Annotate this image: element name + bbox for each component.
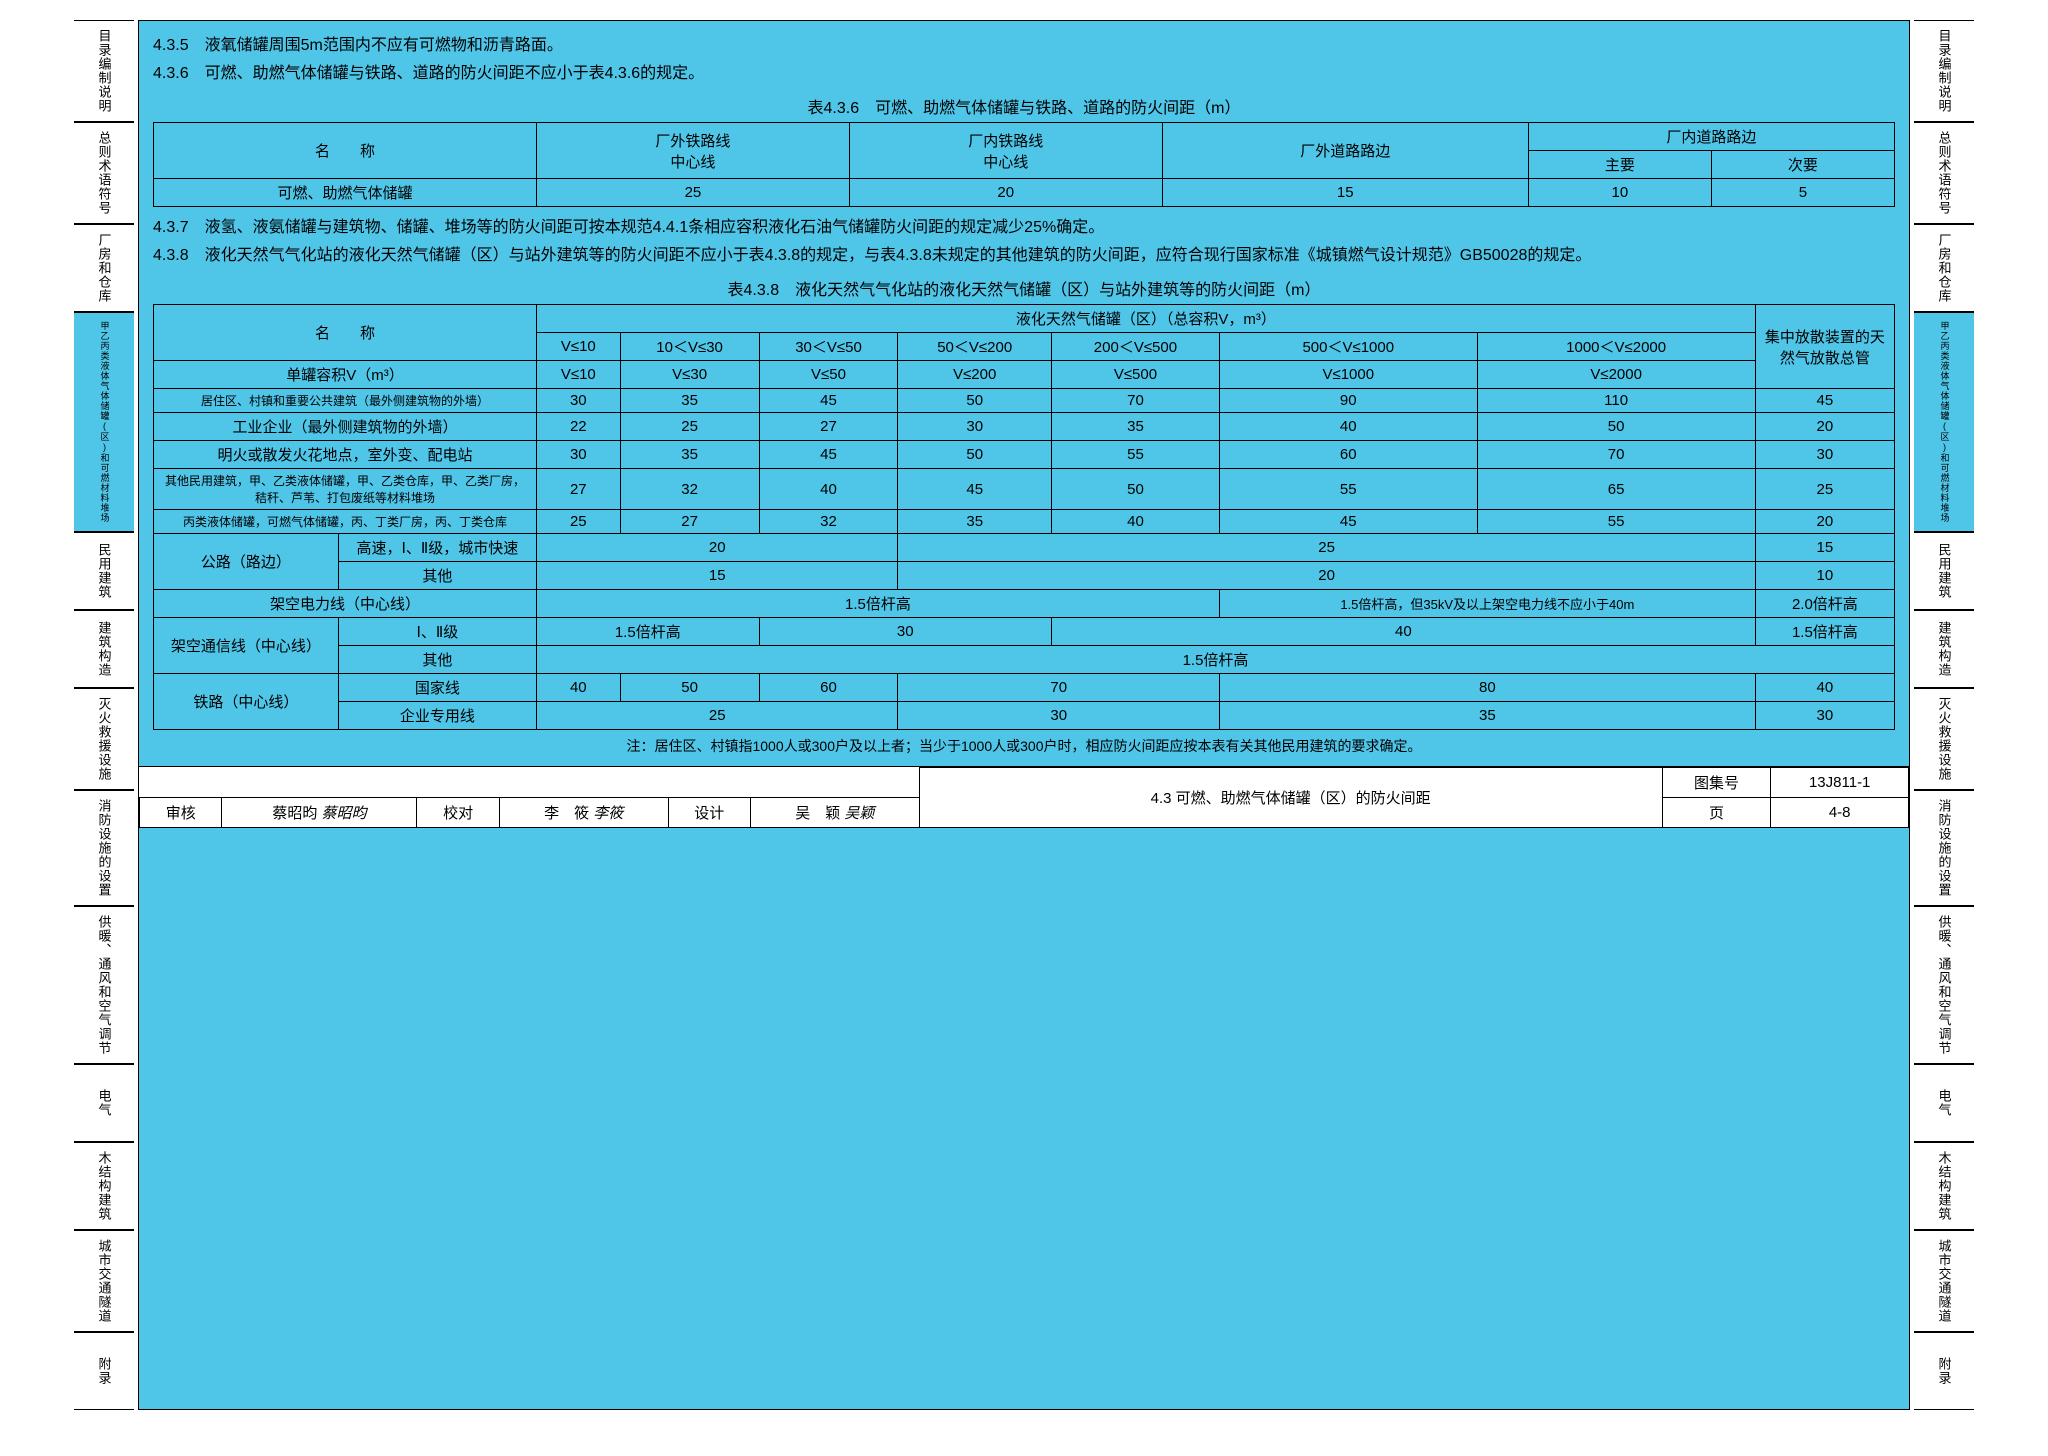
- tab-construction: 建筑构造: [74, 610, 134, 688]
- t436-h-c4b: 次要: [1711, 151, 1894, 179]
- table-row: 工业企业（最外侧建筑物的外墙） 2225273035405020: [154, 413, 1895, 441]
- tab-civil: 民用建筑: [74, 532, 134, 610]
- tab-fire-equip-r: 消防设施的设置: [1914, 790, 1974, 906]
- para-436: 4.3.6 可燃、助燃气体储罐与铁路、道路的防火间距不应小于表4.3.6的规定。: [153, 61, 1895, 87]
- table-row: 其他 15 20 10: [154, 562, 1895, 590]
- table-436: 名 称 厂外铁路线 中心线 厂内铁路线 中心线 厂外道路路边 厂内道路路边 主要…: [153, 122, 1895, 207]
- tab-factory: 厂房和仓库: [74, 224, 134, 312]
- t436-h-c1: 厂外铁路线 中心线: [537, 123, 850, 179]
- tab-electric-r: 电气: [1914, 1064, 1974, 1142]
- table-436-title: 表4.3.6 可燃、助燃气体储罐与铁路、道路的防火间距（m）: [153, 94, 1895, 118]
- tab-tunnel: 城市交通隧道: [74, 1230, 134, 1332]
- tab-factory-r: 厂房和仓库: [1914, 224, 1974, 312]
- main-content: 4.3.5 液氧储罐周围5m范围内不应有可燃物和沥青路面。 4.3.6 可燃、助…: [138, 20, 1910, 1410]
- tab-active-section: 甲乙丙类液体气体储罐(区)和可燃材料堆场: [74, 312, 134, 532]
- table-row: 公路（路边） 高速，Ⅰ、Ⅱ级，城市快速 20 25 15: [154, 534, 1895, 562]
- table-row: 明火或散发火花地点，室外变、配电站 3035455055607030: [154, 441, 1895, 469]
- t438-h-group: 液化天然气储罐（区）（总容积V，m³）: [537, 305, 1756, 333]
- atlas-label: 图集号: [1662, 768, 1771, 798]
- tab-appendix-r: 附录: [1914, 1332, 1974, 1410]
- para-438: 4.3.8 液化天然气气化站的液化天然气储罐（区）与站外建筑等的防火间距不应小于…: [153, 243, 1895, 269]
- table-row: 其他 1.5倍杆高: [154, 646, 1895, 674]
- para-437: 4.3.7 液氢、液氨储罐与建筑物、储罐、堆场等的防火间距可按本规范4.4.1条…: [153, 215, 1895, 241]
- table-438-title: 表4.3.8 液化天然气气化站的液化天然气储罐（区）与站外建筑等的防火间距（m）: [153, 276, 1895, 300]
- t436-h-c4a: 主要: [1528, 151, 1711, 179]
- tab-active-section-r: 甲乙丙类液体气体储罐(区)和可燃材料堆场: [1914, 312, 1974, 532]
- review-label: 审核: [140, 798, 222, 828]
- check-name: 李 筱 李筱: [499, 798, 668, 828]
- tab-rescue-r: 灭火救援设施: [1914, 688, 1974, 790]
- table-438: 名 称 液化天然气储罐（区）（总容积V，m³） 集中放散装置的天然气放散总管 V…: [153, 304, 1895, 730]
- table-row: 可燃、助燃气体储罐 25 20 15 10 5: [154, 179, 1895, 207]
- table-row: 架空电力线（中心线） 1.5倍杆高 1.5倍杆高，但35kV及以上架空电力线不应…: [154, 590, 1895, 618]
- page-label: 页: [1662, 798, 1771, 828]
- t438-h-name: 名 称: [154, 305, 537, 361]
- t436-h-c4: 厂内道路路边: [1528, 123, 1894, 151]
- tab-fire-equip: 消防设施的设置: [74, 790, 134, 906]
- tab-construction-r: 建筑构造: [1914, 610, 1974, 688]
- tab-electric: 电气: [74, 1064, 134, 1142]
- tab-terms: 总则术语符号: [74, 122, 134, 224]
- review-name: 蔡昭昀 蔡昭昀: [222, 798, 417, 828]
- para-435: 4.3.5 液氧储罐周围5m范围内不应有可燃物和沥青路面。: [153, 33, 1895, 59]
- tab-toc: 目录编制说明: [74, 20, 134, 122]
- left-tab-strip: 目录编制说明 总则术语符号 厂房和仓库 甲乙丙类液体气体储罐(区)和可燃材料堆场…: [74, 20, 134, 1410]
- page-value: 4-8: [1771, 798, 1909, 828]
- tab-hvac-r: 供暖、通风和空气调节: [1914, 906, 1974, 1064]
- right-tab-strip: 目录编制说明 总则术语符号 厂房和仓库 甲乙丙类液体气体储罐(区)和可燃材料堆场…: [1914, 20, 1974, 1410]
- tab-rescue: 灭火救援设施: [74, 688, 134, 790]
- table-438-note: 注：居住区、村镇指1000人或300户及以上者；当少于1000人或300户时，相…: [153, 736, 1895, 756]
- tab-hvac: 供暖、通风和空气调节: [74, 906, 134, 1064]
- design-label: 设计: [668, 798, 750, 828]
- tab-wood-r: 木结构建筑: [1914, 1142, 1974, 1230]
- table-row: 架空通信线（中心线） Ⅰ、Ⅱ级 1.5倍杆高 30 40 1.5倍杆高: [154, 618, 1895, 646]
- tab-tunnel-r: 城市交通隧道: [1914, 1230, 1974, 1332]
- check-label: 校对: [417, 798, 499, 828]
- footer-title: 4.3 可燃、助燃气体储罐（区）的防火间距: [919, 768, 1662, 828]
- tab-civil-r: 民用建筑: [1914, 532, 1974, 610]
- t436-h-c3: 厂外道路路边: [1162, 123, 1528, 179]
- atlas-value: 13J811-1: [1771, 768, 1909, 798]
- tab-appendix: 附录: [74, 1332, 134, 1410]
- table-row: 其他民用建筑，甲、乙类液体储罐，甲、乙类仓库，甲、乙类厂房，秸秆、芦苇、打包废纸…: [154, 469, 1895, 510]
- table-row: 企业专用线 25 30 35 30: [154, 702, 1895, 730]
- footer-block: 4.3 可燃、助燃气体储罐（区）的防火间距 图集号 13J811-1 审核 蔡昭…: [139, 766, 1909, 828]
- tab-terms-r: 总则术语符号: [1914, 122, 1974, 224]
- tab-wood: 木结构建筑: [74, 1142, 134, 1230]
- table-row: 铁路（中心线） 国家线 40 50 60 70 80 40: [154, 674, 1895, 702]
- design-name: 吴 颖 吴颖: [751, 798, 920, 828]
- table-row: 丙类液体储罐，可燃气体储罐，丙、丁类厂房，丙、丁类仓库 252732354045…: [154, 510, 1895, 534]
- tab-toc-r: 目录编制说明: [1914, 20, 1974, 122]
- t436-h-name: 名 称: [154, 123, 537, 179]
- t436-h-c2: 厂内铁路线 中心线: [849, 123, 1162, 179]
- t438-h-last: 集中放散装置的天然气放散总管: [1755, 305, 1894, 389]
- table-row: 居住区、村镇和重要公共建筑（最外侧建筑物的外墙） 303545507090110…: [154, 389, 1895, 413]
